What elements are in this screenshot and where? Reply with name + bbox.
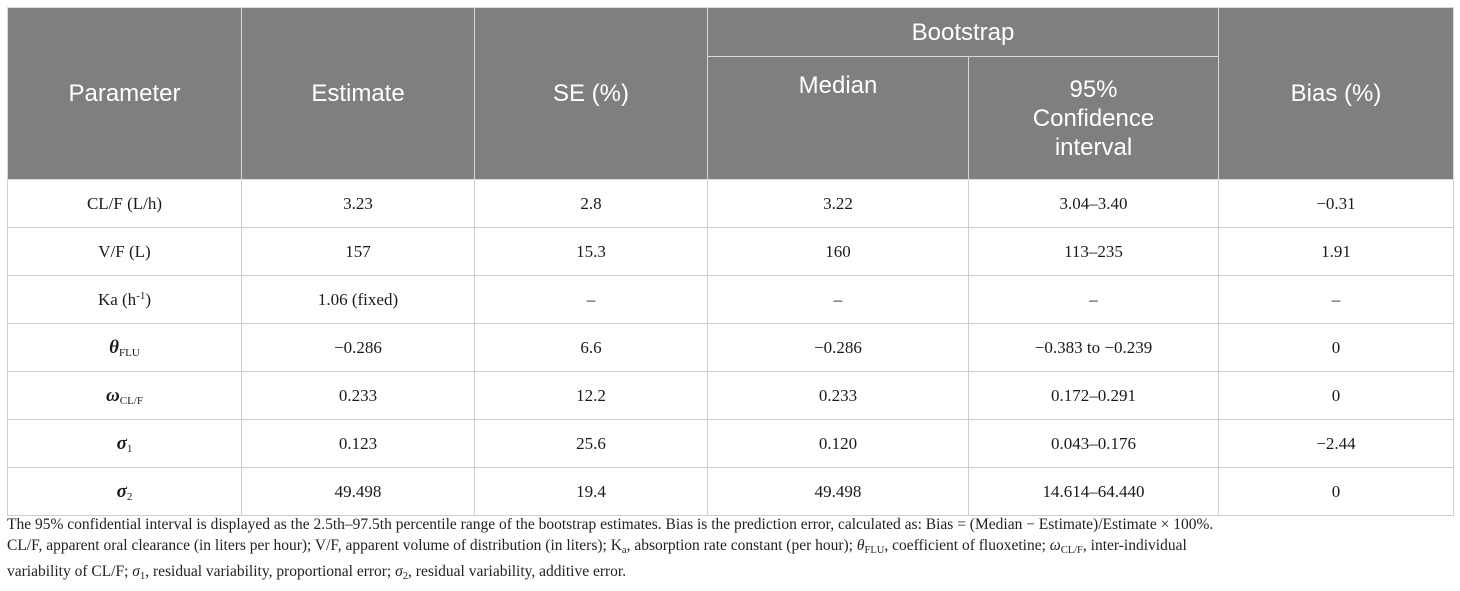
param-symbol: σ [116, 480, 127, 502]
param-symbol: θ [109, 336, 120, 358]
cell-bias: −0.31 [1218, 179, 1455, 228]
param-subscript: FLU [119, 346, 140, 359]
footnote-text: , absorption rate constant (per hour); [626, 537, 857, 554]
cell-ci: −0.383 to −0.239 [967, 323, 1220, 372]
cell-median: 0.120 [707, 419, 969, 468]
cell-estimate: 1.06 (fixed) [241, 275, 475, 324]
table-footnote: The 95% confidential interval is display… [7, 514, 1455, 587]
cell-param: CL/F (L/h) [7, 179, 242, 228]
cell-bias: 1.91 [1218, 227, 1455, 276]
footnote-text: , inter-individual [1082, 537, 1187, 554]
header-se: SE (%) [474, 7, 708, 180]
cell-param: ωCL/F [7, 371, 242, 420]
header-bias: Bias (%) [1218, 7, 1455, 180]
header-median-label: Median [798, 72, 878, 99]
parameter-table: Parameter Estimate SE (%) Bootstrap Bias… [7, 7, 1455, 516]
footnote-line-1: The 95% confidential interval is display… [7, 516, 1214, 533]
cell-median: 49.498 [707, 467, 969, 516]
footnote-text: variability of CL/F; [7, 563, 133, 580]
footnote-subscript: FLU [864, 545, 885, 556]
param-subscript: 1 [126, 442, 133, 455]
cell-ci: 0.043–0.176 [967, 419, 1220, 468]
cell-se: 19.4 [474, 467, 708, 516]
param-symbol: ω [106, 384, 120, 406]
param-main: Ka (h [97, 289, 137, 309]
cell-median: −0.286 [707, 323, 969, 372]
header-median: Median [707, 56, 969, 180]
header-estimate: Estimate [241, 7, 475, 180]
cell-bias: 0 [1218, 371, 1455, 420]
cell-param: θFLU [7, 323, 242, 372]
cell-estimate: 0.233 [241, 371, 475, 420]
cell-median: 3.22 [707, 179, 969, 228]
cell-median: 0.233 [707, 371, 969, 420]
param-symbol: σ [116, 432, 127, 454]
cell-estimate: −0.286 [241, 323, 475, 372]
param-subscript: CL/F [119, 394, 143, 407]
cell-ci: 3.04–3.40 [967, 179, 1220, 228]
footnote-subscript: 2 [402, 571, 409, 582]
cell-se: 6.6 [474, 323, 708, 372]
table-row: CL/F (L/h) 3.23 2.8 3.22 3.04–3.40 −0.31 [7, 179, 1455, 228]
cell-se: 2.8 [474, 179, 708, 228]
param-superscript: -1 [136, 289, 146, 302]
cell-estimate: 0.123 [241, 419, 475, 468]
cell-bias: – [1218, 275, 1455, 324]
footnote-text: , coefficient of fluoxetine; [884, 537, 1050, 554]
table-row: Ka (h-1) 1.06 (fixed) – – – – [7, 275, 1455, 324]
cell-param: Ka (h-1) [7, 275, 242, 324]
cell-param: σ1 [7, 419, 242, 468]
cell-param: V/F (L) [7, 227, 242, 276]
cell-ci: – [967, 275, 1220, 324]
footnote-text: , residual variability, additive error. [408, 563, 627, 580]
header-ci: 95% Confidence interval [967, 56, 1220, 180]
table-row: V/F (L) 157 15.3 160 113–235 1.91 [7, 227, 1455, 276]
footnote-symbol: σ [395, 563, 403, 580]
table-row: ωCL/F 0.233 12.2 0.233 0.172–0.291 0 [7, 371, 1455, 420]
footnote-subscript: a [621, 545, 627, 556]
footnote-symbol: σ [132, 563, 140, 580]
footnote-text: CL/F, apparent oral clearance (in liters… [7, 537, 622, 554]
cell-ci: 113–235 [967, 227, 1220, 276]
table-row: θFLU −0.286 6.6 −0.286 −0.383 to −0.239 … [7, 323, 1455, 372]
parameter-table-container: Parameter Estimate SE (%) Bootstrap Bias… [7, 7, 1455, 516]
cell-estimate: 3.23 [241, 179, 475, 228]
cell-se: 12.2 [474, 371, 708, 420]
cell-bias: 0 [1218, 323, 1455, 372]
cell-param: σ2 [7, 467, 242, 516]
cell-bias: −2.44 [1218, 419, 1455, 468]
param-subscript: 2 [126, 490, 133, 503]
footnote-subscript: 1 [139, 571, 146, 582]
table-row: σ1 0.123 25.6 0.120 0.043–0.176 −2.44 [7, 419, 1455, 468]
header-parameter: Parameter [7, 7, 242, 180]
cell-median: 160 [707, 227, 969, 276]
cell-ci: 14.614–64.440 [967, 467, 1220, 516]
footnote-symbol: θ [856, 537, 865, 554]
footnote-subscript: CL/F [1060, 545, 1083, 556]
cell-se: 15.3 [474, 227, 708, 276]
cell-estimate: 49.498 [241, 467, 475, 516]
footnote-text: , residual variability, proportional err… [145, 563, 396, 580]
cell-bias: 0 [1218, 467, 1455, 516]
param-end: ) [145, 289, 152, 309]
cell-estimate: 157 [241, 227, 475, 276]
cell-median: – [707, 275, 969, 324]
cell-ci: 0.172–0.291 [967, 371, 1220, 420]
footnote-line-2: CL/F, apparent oral clearance (in liters… [7, 535, 1455, 561]
footnote-line-3: variability of CL/F; σ1, residual variab… [7, 561, 1455, 587]
table-row: σ2 49.498 19.4 49.498 14.614–64.440 0 [7, 467, 1455, 516]
footnote-symbol: ω [1049, 537, 1061, 554]
header-bootstrap: Bootstrap [706, 7, 1220, 57]
cell-se: – [474, 275, 708, 324]
cell-se: 25.6 [474, 419, 708, 468]
